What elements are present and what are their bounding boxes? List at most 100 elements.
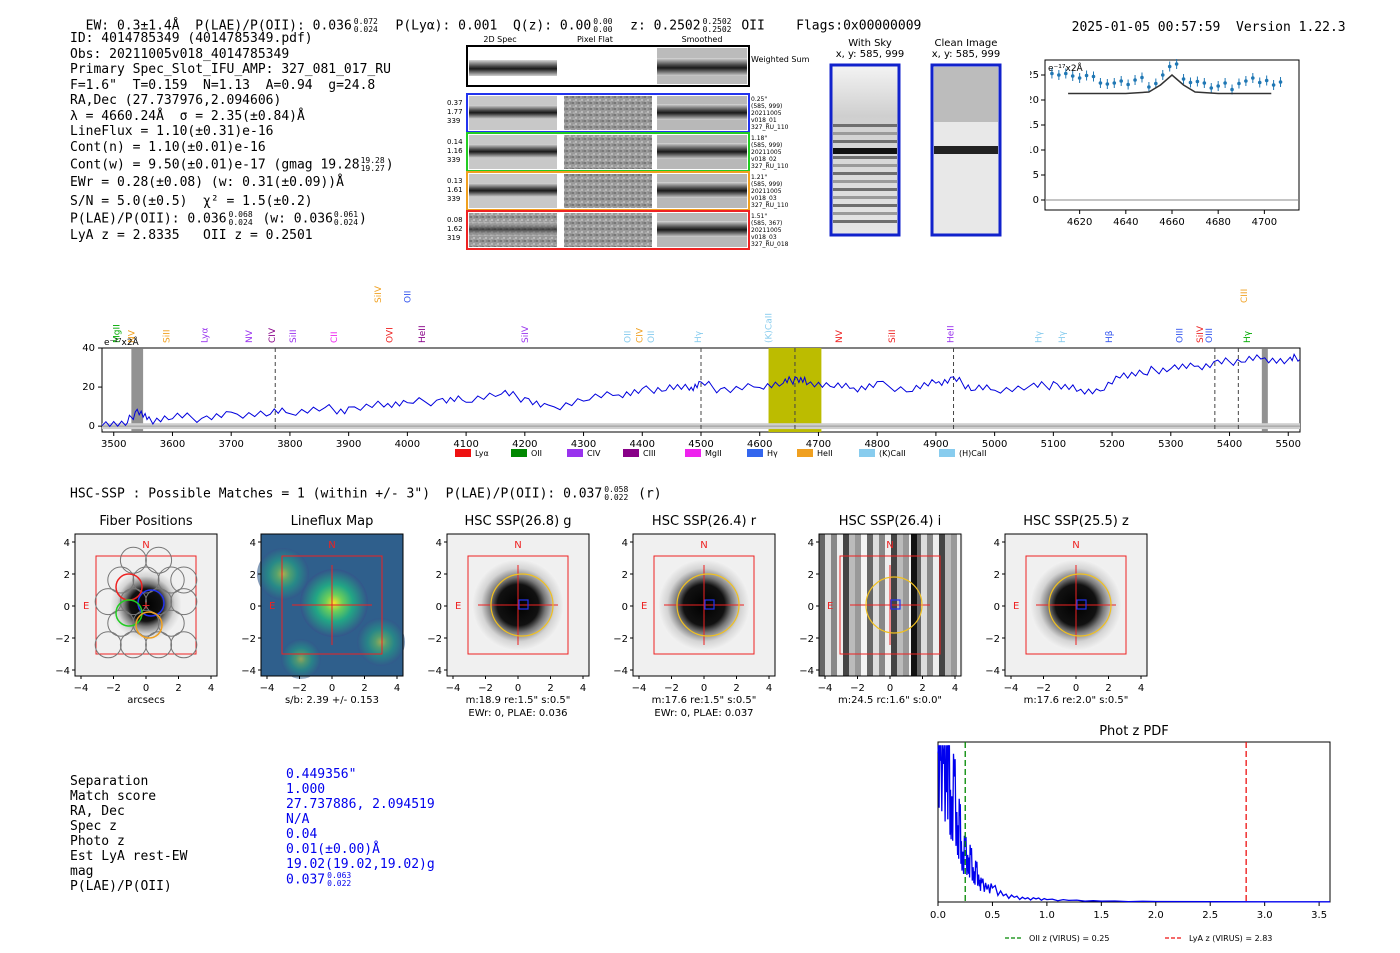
spectrum-legend-label: (K)CaII — [879, 449, 906, 458]
zoom-data-point — [1140, 75, 1144, 80]
spectrum-axes: 3500 3600 3700 3800 3900 4000 4100 4200 4300 4400… — [82, 343, 1301, 450]
spectral-line-label: Lyα — [201, 327, 211, 343]
spectrum-masked-band — [131, 348, 144, 432]
sky-images — [829, 63, 1002, 237]
summary-value-specz: N/A — [286, 812, 310, 827]
info-contw-hi: 19.28 — [360, 156, 385, 165]
cutout-smoothed-trace — [657, 104, 747, 120]
hsc-panel-title: HSC SSP(26.8) g — [464, 514, 571, 529]
hsc-ytick-label: −4 — [241, 666, 256, 677]
hsc-xtick-label: 0 — [329, 683, 335, 694]
sky-emission-stripe — [833, 212, 897, 215]
spectrum-xtick-label: 3800 — [277, 439, 302, 450]
hsc-panel-caption-2: EWr: 0, PLAE: 0.037 — [654, 708, 753, 719]
hsc-ytick-label: −4 — [799, 666, 814, 677]
cutout-row-left-label: 0.08 — [447, 216, 463, 224]
photz-xtick-label: 2.0 — [1148, 910, 1164, 921]
hsc-xtick-label: 2 — [175, 683, 181, 694]
info-contw: Cont(w) = 9.50(±0.01)e-17 (gmag 19.28 19.… — [70, 156, 394, 173]
compass-east: E — [641, 601, 647, 612]
zoom-data-point — [1264, 78, 1269, 83]
spectrum-legend-swatch — [859, 449, 875, 457]
counterpart-ellipse — [865, 576, 923, 634]
hsc-xtick-label: 2 — [919, 683, 925, 694]
cutout-row-right-label: 20211005 — [751, 188, 782, 195]
clean-title-text: Clean Image — [934, 38, 998, 49]
hsc-ytick-label: 0 — [64, 602, 70, 613]
cutout-smoothed-trace — [657, 221, 747, 237]
spectral-line-label: NV — [127, 329, 137, 343]
info-sn: S/N = 5.0(±0.5) χ² = 1.5(±0.2) — [70, 193, 313, 209]
info-obs: Obs: 20211005v018_4014785349 — [70, 46, 290, 62]
zoom-plot-frame — [1044, 59, 1300, 211]
header-ew: EW: 0.3±1.4Å — [85, 18, 180, 34]
spectrum-legend-swatch — [747, 449, 763, 457]
hsc-i-stripe — [939, 534, 945, 676]
zoom-xtick-label: 4660 — [1159, 217, 1184, 228]
hsc-xtick-label: −4 — [1004, 683, 1019, 694]
hsc-ytick-label: 2 — [994, 570, 1000, 581]
header-datetime: 2025-01-05 00:57:59 — [1071, 20, 1221, 35]
cutout-row-right-label: (585, 999) — [751, 103, 782, 110]
spectrum-xtick-label: 3500 — [101, 439, 126, 450]
hsc-xtick-label: −2 — [850, 683, 865, 694]
zoom-data-point — [1271, 83, 1276, 87]
summary-label-photoz: Photo z — [70, 834, 125, 849]
cutout-row-left-label: 339 — [447, 195, 460, 203]
cutout-row-right-label: 327_RU_110 — [751, 163, 789, 170]
zoom-data-point — [1174, 62, 1179, 66]
fiber-circle — [119, 588, 147, 616]
photz-xtick-label: 3.0 — [1257, 910, 1273, 921]
cutout-pixelflat — [564, 96, 652, 130]
header-qz: Q(z): 0.00 — [512, 18, 592, 34]
cutout-row-left-label: 339 — [447, 156, 460, 164]
zoom-data-point — [1244, 79, 1248, 83]
cutout-row-left-label: 0.13 — [447, 177, 463, 185]
fiber-circle — [157, 566, 185, 594]
zoom-data-point — [1278, 80, 1283, 84]
hsc-xtick-label: 2 — [547, 683, 553, 694]
fiber-circle — [157, 609, 185, 637]
cutout-row-right-label: (585, 999) — [751, 181, 782, 188]
summary-label-radec: RA, Dec — [70, 804, 125, 819]
hsc-xtick-label: 0 — [1073, 683, 1079, 694]
info-contn: Cont(n) = 1.10(±0.01)e-16 — [70, 139, 266, 155]
summary-value-radec: 27.737886, 2.094519 — [286, 797, 435, 812]
cutout-row-left-label: 339 — [447, 117, 460, 125]
header-z-lo: 0.2502 — [702, 25, 732, 34]
spectral-line-label: OII — [403, 291, 413, 303]
hsc-ytick-label: 2 — [808, 570, 814, 581]
info-ewr: EWr = 0.28(±0.08) (w: 0.31(±0.09))Å — [70, 175, 344, 190]
counterpart-marker — [518, 599, 529, 610]
hsc-i-stripe — [933, 534, 939, 676]
spectral-line-label: Hγ — [1058, 330, 1068, 343]
zoom-ytick-label: 10 — [1030, 145, 1039, 156]
summary-label-matchscore: Match score — [70, 789, 157, 804]
hsc-content: Fiber Positions 4 2 0 −2 −4 −4 −2 0 2 4 N E + arcsecs L… — [55, 514, 1148, 719]
hsc-panel-title: HSC SSP(25.5) z — [1023, 514, 1129, 529]
fiber-circle — [145, 631, 173, 659]
spectral-line-label: SiII — [888, 329, 898, 343]
hsc-ytick-label: 0 — [250, 602, 256, 613]
info-plae-hi: 0.068 — [228, 210, 253, 219]
hsc-xtick-label: −2 — [106, 683, 121, 694]
hsc-ytick-label: 0 — [808, 602, 814, 613]
spectral-line-label: SiII — [289, 329, 299, 343]
cutout-row-left-label: 1.77 — [447, 108, 463, 116]
zoom-plot: e⁻¹⁷x2Å 4620 4640 4660 4680 4700 0 5 10 15 20 25 — [1030, 59, 1300, 228]
hsc-title-lo: 0.022 — [604, 493, 629, 502]
lineflux-blob — [257, 548, 309, 600]
zoom-gaussian-fit — [1068, 74, 1272, 95]
zoom-ytick-label: 15 — [1030, 120, 1039, 131]
cutout-row-right-label: 20211005 — [751, 149, 782, 156]
lineflux-blob — [357, 618, 405, 666]
spectral-line-label: CII — [330, 331, 340, 343]
spectrum-masked-band — [1261, 348, 1268, 432]
photz-xtick-label: 1.0 — [1039, 910, 1055, 921]
spectral-line-label: Hγ — [1035, 330, 1045, 343]
counterpart-ellipse — [676, 573, 740, 637]
zoom-data-point — [1070, 74, 1075, 78]
fiber-circle — [145, 588, 173, 616]
zoom-unit-label: e⁻¹⁷x2Å — [1048, 62, 1084, 74]
clean-coords-text: x, y: 585, 999 — [931, 49, 1001, 60]
